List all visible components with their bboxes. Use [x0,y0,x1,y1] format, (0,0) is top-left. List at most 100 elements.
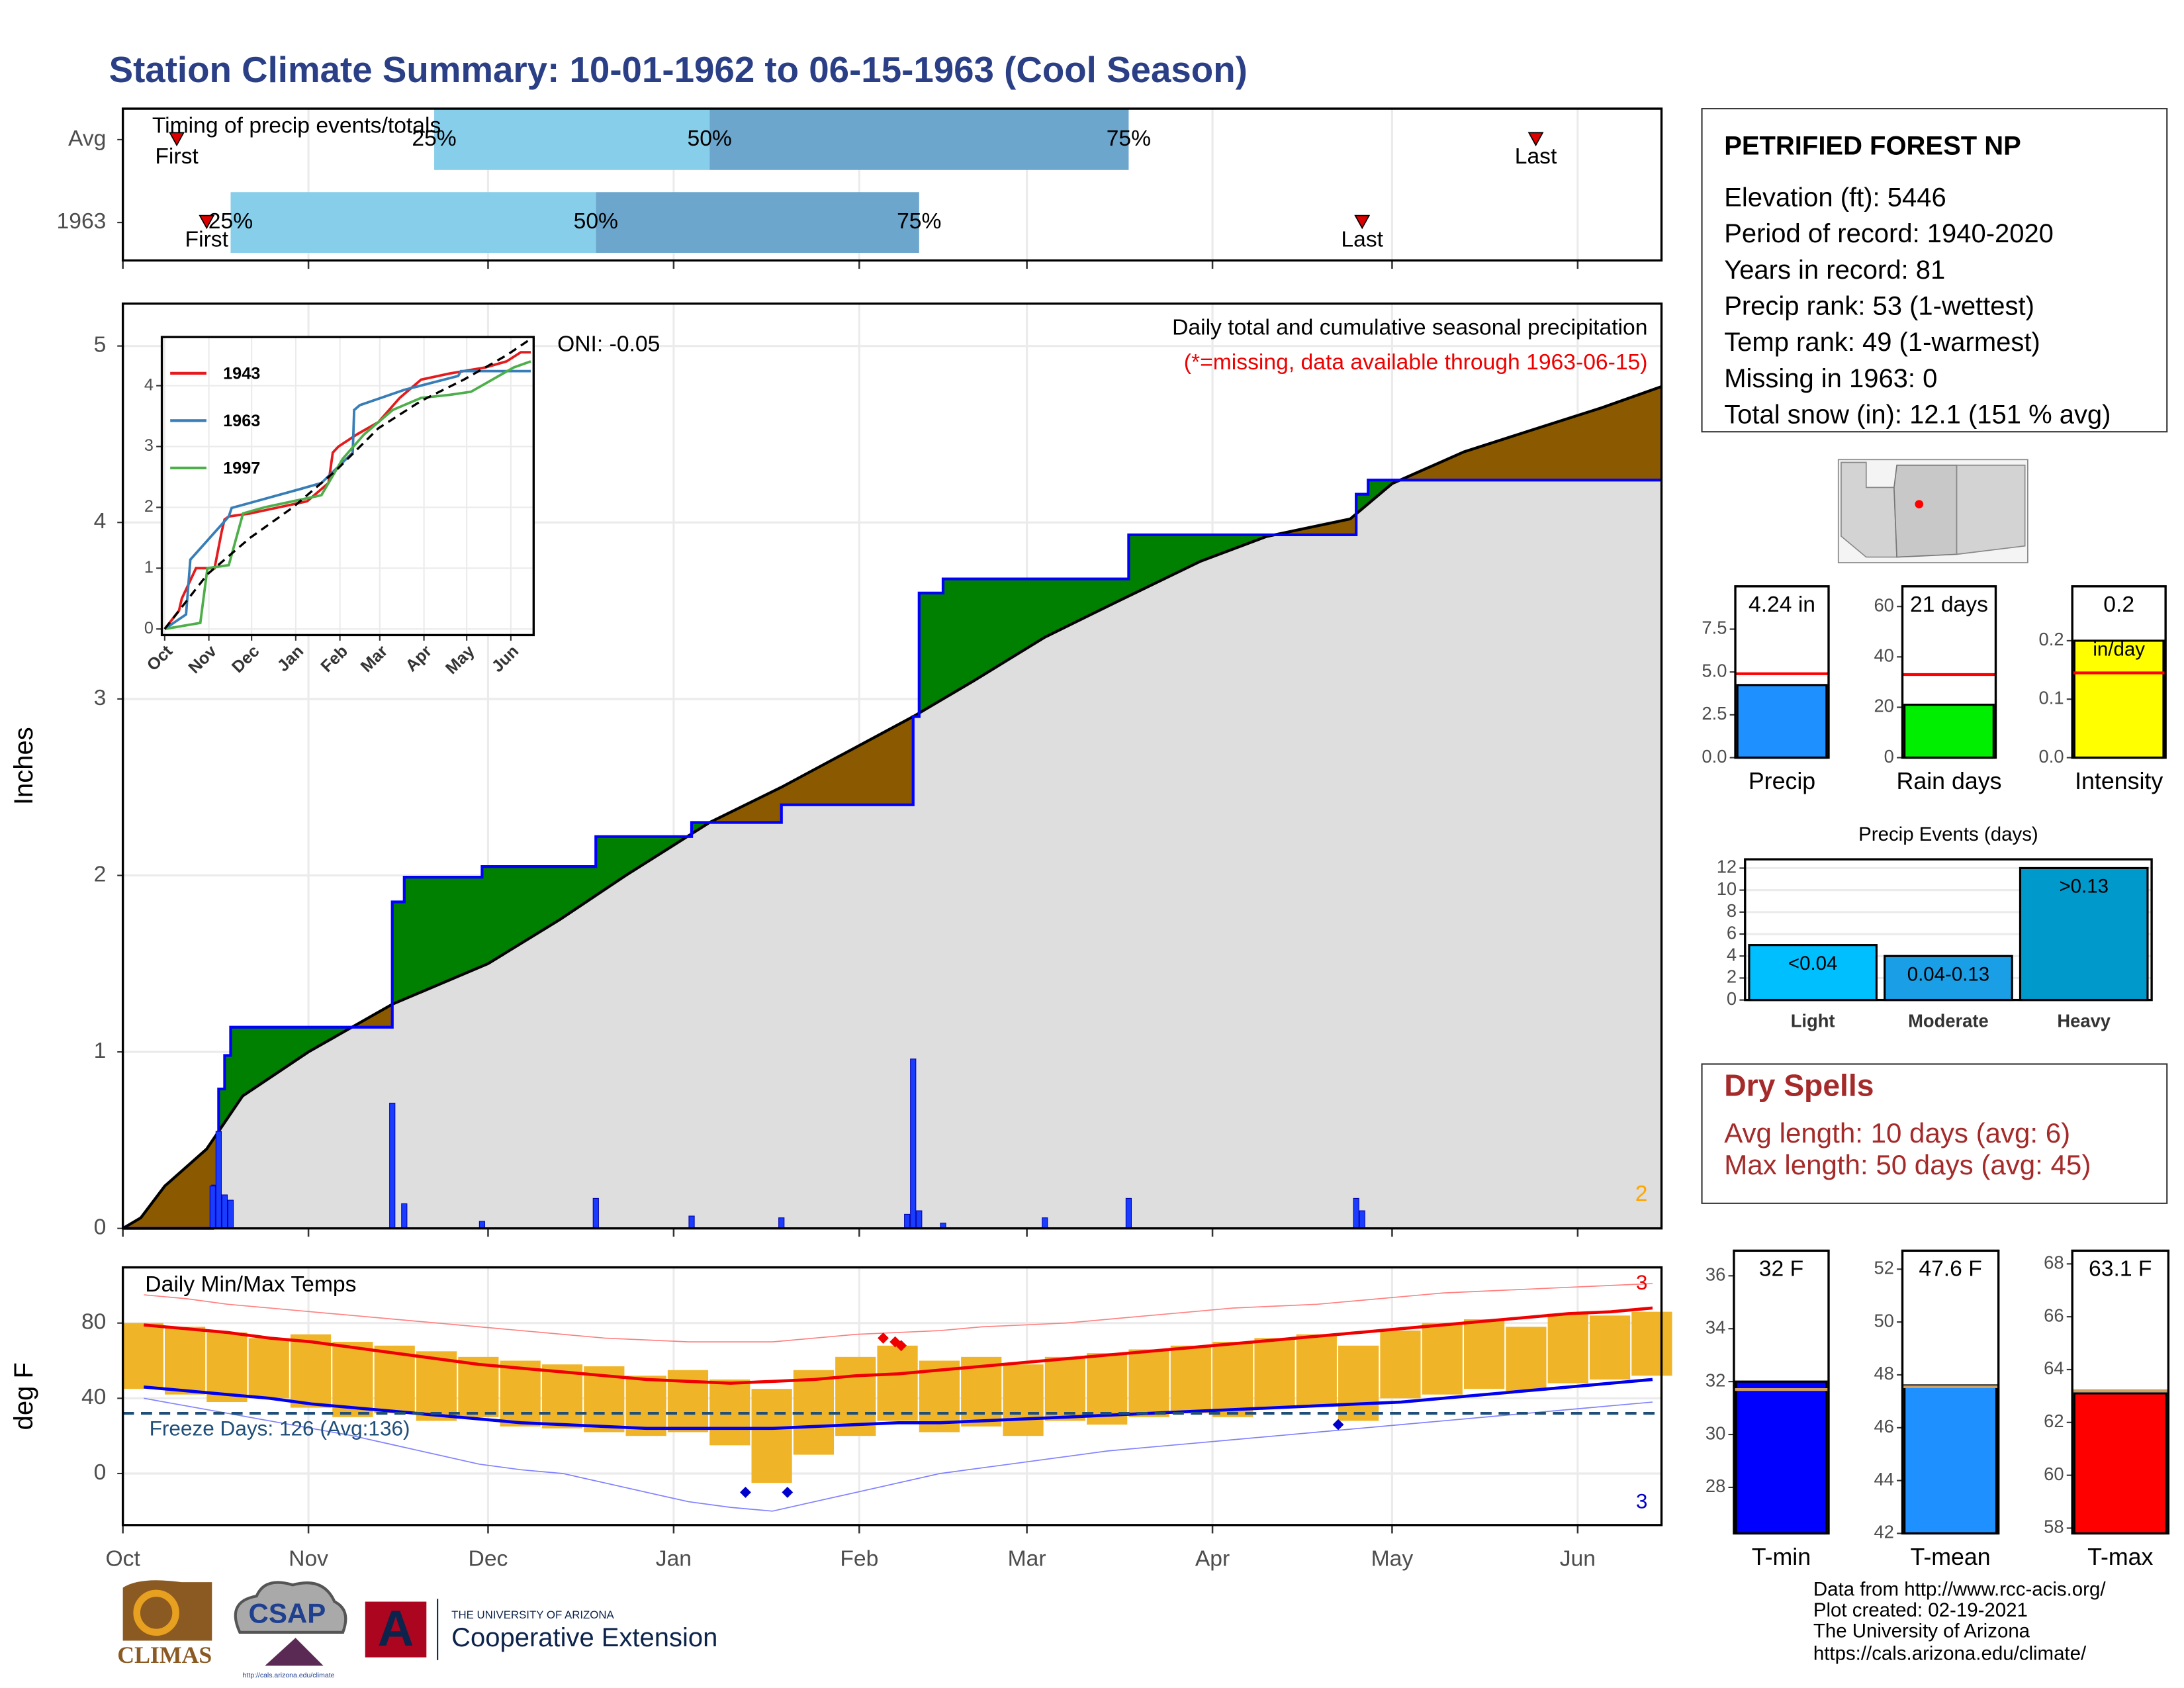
y-tick-label: 0.1 [2039,687,2064,708]
plot-background [161,337,534,635]
value-label: 47.6 F [1919,1257,1981,1282]
csap-cloud [234,1581,347,1634]
plot-border [2071,585,2167,759]
footer-line: The University of Arizona [1813,1620,2030,1642]
timing-marker-label: First [185,227,229,252]
plot-border [1744,858,2153,1002]
bar [2073,639,2165,759]
y-tick-label: 1 [144,558,154,577]
bar [1748,944,1878,1002]
station-line: Missing in 1963: 0 [1724,364,1937,393]
temp-range-bar [416,1351,457,1421]
y-tick-label: 80 [81,1310,106,1335]
plot-border [1734,585,1830,759]
station-line: Years in record: 81 [1724,256,1945,285]
series-line [163,351,531,630]
y-tick-label: 4 [144,375,154,394]
category-label: Precip [1749,768,1815,794]
y-axis-label: Inches [9,727,38,805]
y-tick-label: 48 [1874,1363,1893,1383]
y-tick-label: 20 [1874,696,1893,716]
temp-range-bar [1589,1315,1631,1380]
temp-range-bar [206,1332,248,1403]
timing-marker [169,132,185,147]
temp-range-bar [1128,1349,1169,1417]
temp-range-bar [332,1342,373,1417]
temp-range-bar [1380,1331,1421,1399]
ua-bottom: Cooperative Extension [451,1623,717,1652]
category-label: Light [1791,1011,1835,1031]
y-tick-label: 62 [2044,1411,2064,1431]
temp-range-bar [374,1345,415,1414]
station-line: Elevation (ft): 5446 [1724,183,1946,212]
series-line [164,360,531,631]
base-area [122,480,1662,1229]
temp-range-bar [625,1376,666,1436]
daily-bar [1353,1197,1359,1229]
y-tick-label: 2.5 [1702,703,1727,724]
y-axis-label: deg F [9,1362,38,1430]
daily-bar [215,1131,222,1229]
y-tick-label: 0 [1884,746,1894,767]
station-line: Precip rank: 53 (1-wettest) [1724,292,2034,321]
bin-label: 0.04-0.13 [1907,963,1989,985]
temp-line [144,1283,1653,1342]
timing-title: Timing of precip events/totals [152,113,441,138]
plot-border [121,302,1663,1230]
panel-title: Daily total and cumulative seasonal prec… [1172,315,1647,340]
daily-bar [227,1199,234,1229]
temp-range-bar [541,1364,583,1429]
ua-logo [365,1601,427,1658]
y-tick-label: 28 [1706,1476,1725,1496]
temp-range-bar [1338,1345,1379,1421]
y-tick-label: 64 [2044,1358,2064,1378]
percentile-label: 25% [208,209,253,234]
x-tick-label: Dec [469,1546,508,1571]
y-tick-label: 30 [1706,1423,1725,1443]
y-tick-label: 2 [1727,966,1737,987]
timing-marker-label: First [155,144,199,169]
daily-bar [910,1058,917,1229]
category-label: Moderate [1908,1011,1989,1031]
csap-text: CSAP [248,1598,326,1629]
daily-bar [1125,1197,1132,1229]
bar [2073,1392,2167,1535]
y-tick-label: 52 [1874,1258,1893,1278]
daily-bar [688,1215,695,1229]
value-label: 63.1 F [2089,1257,2152,1282]
bin-label: <0.04 [1788,953,1838,974]
bar [1736,684,1828,759]
y-tick-label: 0 [144,619,154,637]
locator-map [1837,459,2028,563]
panel-title: Daily Min/Max Temps [145,1272,356,1297]
daily-bar [778,1217,785,1229]
y-tick-label: 3 [144,436,154,455]
average-line [163,338,531,630]
station-line: Period of record: 1940-2020 [1724,219,2054,248]
daily-bar [1359,1210,1365,1229]
bar [1884,955,2013,1002]
plot-border [121,107,1663,262]
value-label: 32 F [1759,1257,1803,1282]
value-label: 0.2 [2103,592,2134,617]
y-tick-label: 7.5 [1702,618,1727,638]
y-tick-label: 0 [94,1460,107,1485]
category-label: Heavy [2057,1011,2111,1031]
category-label: T-min [1752,1544,1811,1570]
x-tick-label: Mar [1008,1546,1046,1571]
station-box [1701,108,2168,433]
ua-top: THE UNIVERSITY OF ARIZONA [451,1609,614,1621]
y-tick-label: 4 [1727,944,1737,964]
percentile-label: 75% [1107,126,1151,151]
temp-range-bar [1506,1327,1547,1391]
temp-range-bar [1422,1323,1463,1395]
temp-range-bar [122,1323,163,1389]
y-tick-label: 10 [1717,878,1737,899]
temp-line [144,1378,1653,1430]
category-label: Rain days [1896,768,2001,794]
dry-spells-line: Avg length: 10 days (avg: 6) [1724,1117,2070,1149]
x-tick-label: Oct [105,1546,140,1571]
climas-logo [133,1589,179,1636]
page-title: Station Climate Summary: 10-01-1962 to 0… [109,49,1248,90]
